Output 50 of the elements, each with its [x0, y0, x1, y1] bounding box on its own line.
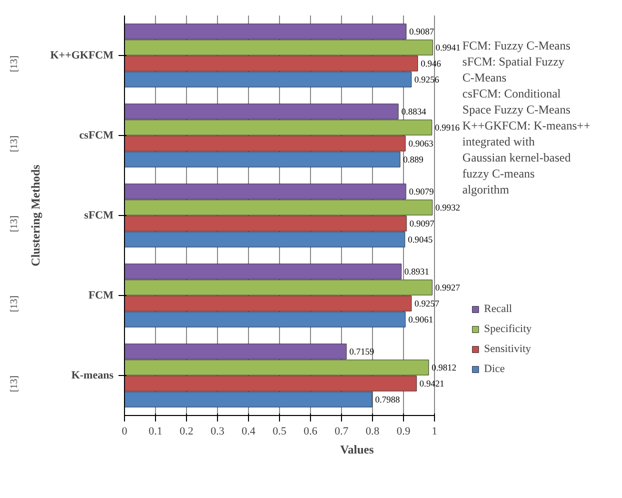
data-label: 0.9097 — [410, 218, 435, 228]
data-label: 0.9916 — [434, 122, 460, 132]
legend-label: Specificity — [484, 323, 532, 335]
data-label: 0.9812 — [432, 362, 456, 372]
x-axis-title: Values — [340, 442, 374, 456]
legend-label: Dice — [484, 363, 505, 375]
text: K++GKFCM: K-means++ integrated with Gaussian kernel-based fuzzy C-means algorithm — [462, 118, 591, 196]
text: [13] — [9, 295, 20, 312]
y-tick-label: K-means — [71, 370, 114, 382]
data-label: 0.9045 — [408, 234, 434, 244]
x-tick-label: 0.1 — [148, 426, 162, 438]
x-tick-label: 1 — [432, 426, 438, 438]
x-tick-label: 0.9 — [396, 426, 411, 438]
x-tick-label: 0.3 — [210, 426, 225, 438]
legend-label: Sensitivity — [484, 343, 532, 355]
data-label: 0.9927 — [435, 282, 460, 292]
x-tick-label: 0 — [122, 426, 128, 438]
data-label: 0.8931 — [404, 266, 430, 276]
x-tick-label: 0.5 — [272, 426, 287, 438]
x-tick-label: 0.4 — [242, 426, 256, 438]
data-label: 0.7159 — [349, 346, 375, 356]
y-tick-label: csFCM — [79, 130, 114, 142]
y-tick-label: FCM — [88, 290, 114, 302]
data-label: 0.9932 — [435, 202, 460, 212]
text: csFCM: Conditional Space Fuzzy C-Means — [462, 86, 571, 116]
x-tick-label: 0.6 — [304, 426, 318, 438]
text: FCM: Fuzzy C-Means — [462, 38, 571, 52]
y-axis-title: Clustering Methods — [28, 164, 42, 266]
x-tick-label: 0.7 — [334, 426, 349, 438]
data-label: 0.889 — [403, 154, 424, 164]
data-label: 0.8834 — [401, 106, 427, 116]
data-label: 0.9061 — [408, 314, 434, 324]
text: [13] — [9, 215, 20, 232]
data-label: 0.9941 — [436, 42, 460, 52]
y-tick-label: K++GKFCM — [50, 50, 114, 62]
text: [13] — [9, 135, 20, 152]
text: [13] — [9, 375, 20, 392]
data-label: 0.9087 — [409, 26, 434, 36]
y-tick-label: sFCM — [84, 210, 114, 222]
x-tick-label: 0.2 — [180, 426, 194, 438]
legend-label: Recall — [484, 303, 512, 315]
data-label: 0.7988 — [375, 394, 400, 404]
data-label: 0.9079 — [408, 186, 434, 196]
data-label: 0.9256 — [414, 74, 440, 84]
text: [13] — [9, 55, 20, 72]
data-label: 0.946 — [420, 58, 442, 68]
data-label: 0.9421 — [420, 378, 444, 388]
data-label: 0.9257 — [414, 298, 440, 308]
x-tick-label: 0.8 — [366, 426, 380, 438]
data-label: 0.9063 — [408, 138, 434, 148]
